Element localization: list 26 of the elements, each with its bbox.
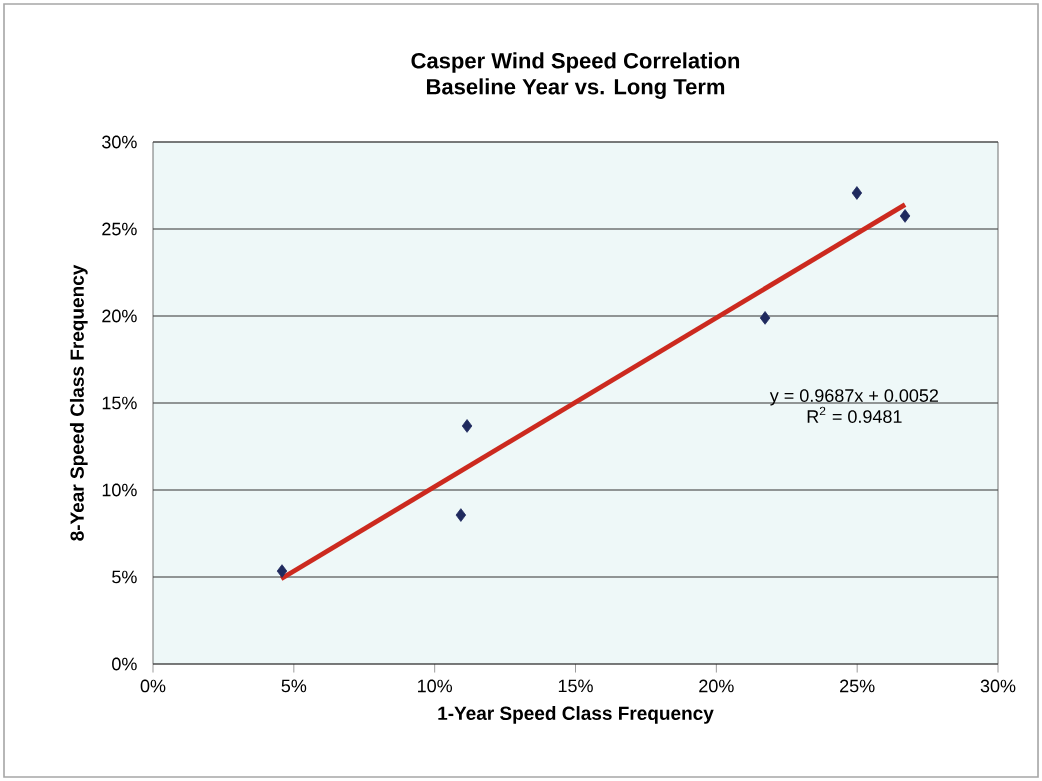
x-tick-label: 30% [980,679,1016,693]
x-axis-title: 1-Year Speed Class Frequency [438,706,714,724]
chart-title: Casper Wind Speed Correlation [411,52,740,73]
chart-subtitle: Baseline Year vs. Long Term [426,78,725,99]
x-tick-label: 20% [699,679,734,693]
x-tick-label: 15% [558,679,593,693]
point [851,186,863,200]
y-tick-label: 10% [102,483,137,497]
y-axis-title: 8-Year Speed Class Frequency [69,264,88,541]
point [899,209,911,223]
x-tick-label: 25% [840,679,875,693]
point [461,419,473,433]
y-tick-label: 5% [112,570,137,584]
point [759,311,771,325]
x-tick-label: 0% [140,679,166,693]
annotation: y = 0.9687x + 0.0052 [769,389,938,406]
point [455,508,467,522]
annotation: R$^{2}$ = 0.9481 [807,406,902,423]
y-tick-label: 15% [102,396,137,410]
y-tick-label: 0% [112,657,137,671]
x-tick-label: 5% [281,679,307,693]
y-tick-label: 25% [102,222,137,236]
x-tick-label: 10% [418,679,453,693]
point [276,564,288,578]
y-tick-label: 20% [102,309,137,323]
y-tick-label: 30% [102,135,137,149]
